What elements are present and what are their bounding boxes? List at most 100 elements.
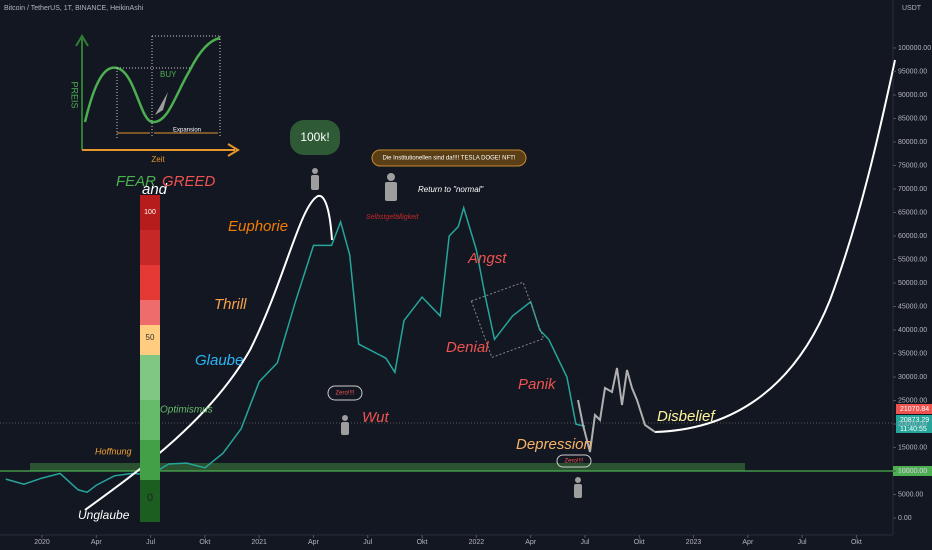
gauge-title: GREED: [162, 173, 216, 190]
price-line: [5, 205, 586, 494]
projection-path: [577, 367, 656, 453]
y-tick-label: 30000.00: [898, 374, 927, 381]
inset-curve: [83, 36, 221, 124]
y-tick-label: 95000.00: [898, 68, 927, 75]
y-tick-label: 0.00: [898, 515, 912, 522]
header: Bitcoin / TetherUS, 1T, BINANCE, HeikinA…: [4, 5, 144, 12]
support-zone: [30, 463, 745, 471]
gauge-segment: [140, 480, 160, 522]
inset: PREIS BUY Expansion Zeit: [70, 34, 240, 164]
x-tick-label: 2023: [686, 539, 702, 546]
price-tag: [896, 404, 932, 414]
y-tick-label: 65000.00: [898, 209, 927, 216]
person-icon: [312, 168, 318, 174]
person-icon: [341, 422, 349, 435]
price-tag-label: 21070.84: [900, 406, 929, 413]
price-tag-label: 20873.29: [900, 417, 929, 424]
y-tick-label: 90000.00: [898, 92, 927, 99]
phase-label: Depression: [516, 436, 592, 453]
y-tick-label: 100000.00: [898, 45, 931, 52]
bubble: [556, 454, 592, 468]
x-tick-label: Jul: [798, 539, 807, 546]
gauge-label: 0: [147, 492, 153, 504]
axis-unit: USDT: [902, 5, 922, 12]
annotation: 100k!: [300, 130, 329, 144]
inset-arrow: [227, 143, 240, 157]
inset-pointer: [155, 92, 168, 115]
fear-greed: 100 50 0 FEAR and GREED: [116, 173, 216, 522]
inset-label: PREIS: [70, 81, 80, 108]
person-icon: [574, 484, 582, 498]
gauge-segment: [140, 325, 160, 355]
y-tick-label: 85000.00: [898, 115, 927, 122]
y-tick-label: 50000.00: [898, 280, 927, 287]
y-tick-label: 40000.00: [898, 327, 927, 334]
y-tick-label: 15000.00: [898, 444, 927, 451]
person-icon: [575, 477, 581, 483]
gauge-title: FEAR: [116, 173, 156, 190]
y-tick-label: 70000.00: [898, 186, 927, 193]
y-tick-label: 80000.00: [898, 139, 927, 146]
gauge-title: and: [142, 181, 168, 198]
bubble: [290, 120, 340, 155]
annotation: Zero!!!!: [335, 391, 354, 397]
y-tick-label: 35000.00: [898, 350, 927, 357]
gauge-segment: [140, 440, 160, 480]
inset-arrow: [75, 34, 89, 47]
inset-label: Expansion: [173, 128, 201, 134]
y-tick-label: 5000.00: [898, 491, 923, 498]
gauge-segment: [140, 300, 160, 325]
phase-label: Euphorie: [228, 218, 288, 235]
person-icon: [311, 175, 319, 190]
y-tick-label: 75000.00: [898, 162, 927, 169]
y-tick-label: 20000.00: [898, 421, 927, 428]
price-tag: [893, 466, 932, 476]
phase-label: Optimismus: [160, 405, 213, 416]
y-tick-label: 45000.00: [898, 303, 927, 310]
x-tick-label: Jul: [146, 539, 155, 546]
projection-curve: [654, 59, 896, 433]
phase-label: Angst: [467, 250, 507, 267]
gauge-label: 50: [146, 333, 155, 342]
gauge-segment: [140, 400, 160, 440]
price-tag-label: 11:40:55: [900, 426, 927, 433]
x-tick-label: Apr: [525, 539, 537, 546]
phase-label: Panik: [518, 376, 557, 393]
phase-label: Denial: [446, 339, 489, 356]
inset-label: Zeit: [151, 155, 165, 164]
x-tick-label: Okt: [851, 539, 862, 546]
phase-label: Hoffnung: [95, 446, 132, 456]
series-layer: [5, 205, 586, 494]
x-tick-label: Jul: [580, 539, 589, 546]
phase-label: Disbelief: [657, 408, 716, 425]
price-tag: [896, 415, 932, 433]
bubble: [327, 385, 363, 401]
channel: [470, 281, 545, 359]
phase-label: Wut: [362, 409, 390, 426]
annotation: Zero!!!!: [564, 459, 583, 465]
gauge-segment: [140, 230, 160, 265]
phase-label: Glaube: [195, 352, 243, 369]
price-tag-label: 10000.00: [898, 468, 927, 475]
inset-label: BUY: [160, 70, 177, 79]
x-tick-label: Apr: [91, 539, 103, 546]
x-tick-label: Jul: [363, 539, 372, 546]
icons: [311, 168, 582, 498]
annotation: Selbstgefälligkeit: [366, 214, 420, 221]
x-tick-label: Okt: [634, 539, 645, 546]
gauge-segment: [140, 195, 160, 230]
person-icon: [342, 415, 348, 421]
phase-label: Thrill: [214, 296, 247, 313]
x-tick-label: Apr: [742, 539, 754, 546]
annotation: Return to "normal": [418, 185, 484, 194]
y-tick-label: 25000.00: [898, 397, 927, 404]
x-tick-label: 2020: [34, 539, 50, 546]
gauge-label: 100: [144, 209, 156, 216]
phase-label: Unglaube: [78, 508, 130, 522]
bubble: [371, 149, 527, 167]
y-tick-label: 60000.00: [898, 233, 927, 240]
x-tick-label: 2021: [251, 539, 267, 546]
x-tick-label: Apr: [308, 539, 320, 546]
person-icon: [387, 173, 395, 181]
x-tick-label: 2022: [469, 539, 485, 546]
